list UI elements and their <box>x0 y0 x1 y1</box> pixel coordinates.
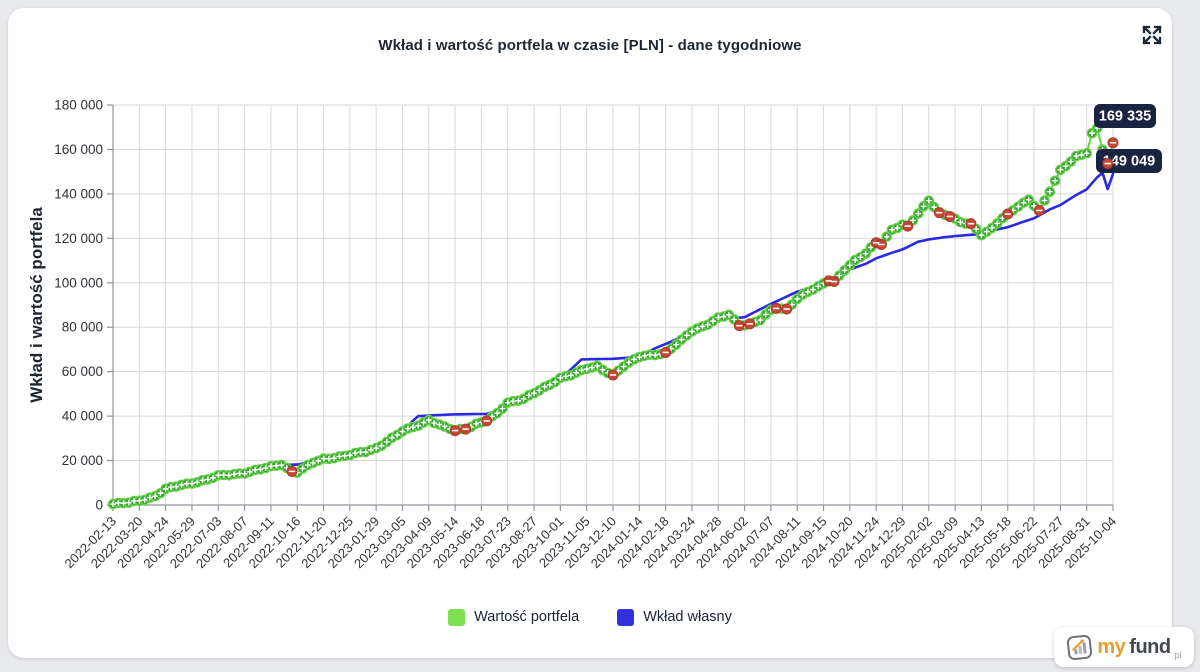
y-tick-label: 120 000 <box>54 231 103 246</box>
chart-legend: Wartość portfela Wkład własny <box>8 606 1172 628</box>
logo-text-fund: fund <box>1129 635 1171 658</box>
portfolio-gain-markers[interactable] <box>107 122 1108 510</box>
myfund-logo[interactable]: my fund pl <box>1054 627 1194 667</box>
y-tick-label: 140 000 <box>54 186 103 201</box>
y-tick-label: 60 000 <box>62 364 103 379</box>
y-tick-label: 160 000 <box>54 142 103 157</box>
y-tick-label: 80 000 <box>62 320 103 335</box>
grid <box>112 104 1114 506</box>
portfolio-legend-label: Wartość portfela <box>474 609 580 625</box>
logo-text-my: my <box>1097 635 1126 658</box>
y-tick-label: 20 000 <box>62 453 103 468</box>
svg-text:149 049: 149 049 <box>1103 154 1155 170</box>
portfolio-loss-markers[interactable] <box>286 137 1119 477</box>
fullscreen-button[interactable] <box>1138 21 1166 49</box>
y-axis-title: Wkład i wartość portfela <box>27 207 46 403</box>
expand-arrows-icon <box>1142 25 1162 45</box>
logo-text-pl: pl <box>1174 650 1182 660</box>
contribution-legend-label: Wkład własny <box>643 609 732 625</box>
chart-title: Wkład i wartość portfela w czasie [PLN] … <box>378 37 802 54</box>
contribution-swatch <box>617 608 635 626</box>
chart-canvas[interactable]: 0 20 000 40 000 60 000 80 000 100 000 120 000 1… <box>8 8 1172 658</box>
chart-card: Wkład i wartość portfela w czasie [PLN] … <box>8 8 1172 658</box>
y-tick-label: 180 000 <box>54 98 103 113</box>
contribution-last-value-pill: 149 049 <box>1096 149 1162 173</box>
y-tick-label: 40 000 <box>62 409 103 424</box>
legend-item-contribution[interactable]: Wkład własny <box>617 608 732 626</box>
y-tick-label: 0 <box>95 498 103 513</box>
portfolio-swatch <box>448 608 466 626</box>
myfund-logo-icon <box>1067 634 1093 660</box>
legend-item-portfolio[interactable]: Wartość portfela <box>448 608 580 626</box>
svg-text:169 335: 169 335 <box>1099 109 1151 125</box>
y-tick-label: 100 000 <box>54 275 103 290</box>
portfolio-last-value-pill: 169 335 <box>1094 104 1156 128</box>
